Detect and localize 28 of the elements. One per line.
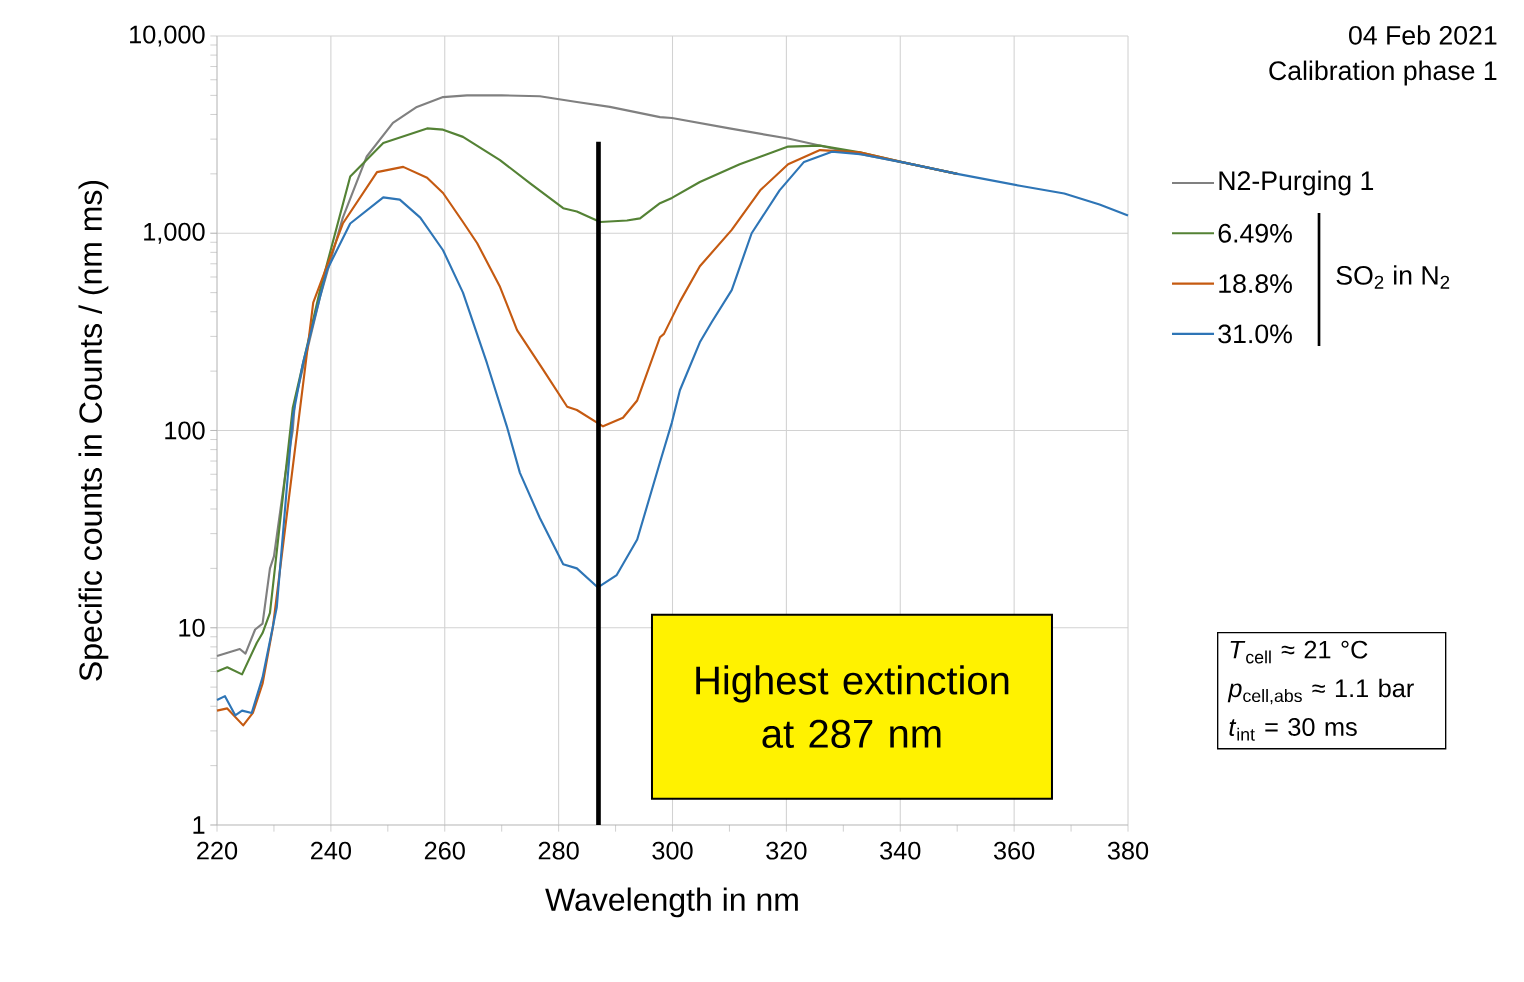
x-tick-label: 220	[197, 841, 238, 860]
text: T$_{cell}$ ≈ 21 °C	[1230, 640, 1368, 664]
legend-label: 31.0%	[1218, 324, 1292, 344]
y-tick-label: 100	[165, 421, 205, 440]
y-axis-title: Specific counts in Counts / (nm ms)	[78, 180, 109, 681]
y-tick-label: 1,000	[144, 222, 205, 244]
ref-line-label: Highest extinction at 287 nm	[696, 665, 1009, 749]
x-tick-label: 380	[1107, 841, 1149, 860]
x-axis-title: Wavelength in nm	[545, 887, 798, 918]
legend-label: N2-Purging 1	[1219, 170, 1374, 196]
legend-label: 18.8%	[1219, 274, 1292, 294]
x-tick-label: 360	[993, 841, 1035, 860]
x-tick-label: 280	[538, 841, 579, 860]
text: 04 Feb 2021	[1349, 25, 1497, 45]
legend-label: 6.49%	[1218, 223, 1292, 243]
text: Calibration phase 1	[1269, 60, 1497, 86]
text: p$_{cell,abs}$ ≈ 1.1 bar	[1227, 678, 1414, 705]
line-series	[215, 150, 1130, 717]
text: t$_{int}$ = 30 ms	[1229, 717, 1357, 741]
x-tick-label: 240	[311, 841, 352, 860]
y-tick-label: 1	[193, 816, 205, 834]
x-tick-label: 260	[424, 841, 465, 860]
y-tick-label: 10,000	[130, 25, 205, 47]
x-tick-label: 320	[766, 841, 807, 860]
x-tick-label: 340	[880, 841, 921, 860]
text: SO$_{2}$ in N$_{2}$	[1336, 265, 1450, 289]
y-tick-label: 10	[179, 618, 205, 637]
x-tick-label: 300	[652, 841, 693, 860]
